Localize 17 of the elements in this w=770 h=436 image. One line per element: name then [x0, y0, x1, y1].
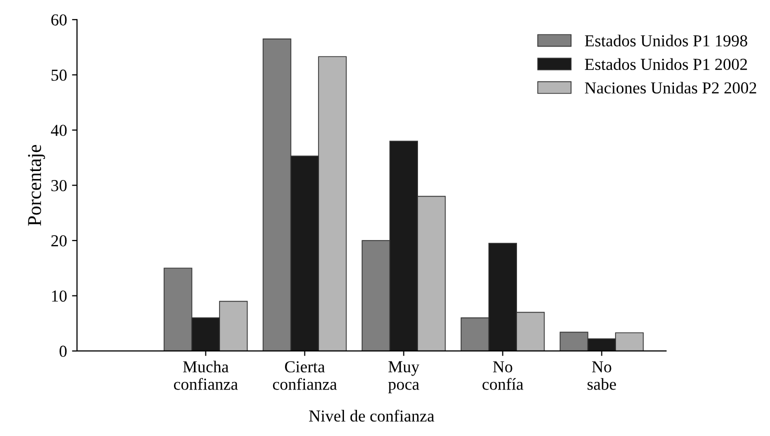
y-tick-label: 0 — [60, 346, 67, 357]
y-tick-label: 40 — [50, 124, 67, 136]
x-tick-label: No sabe — [588, 361, 616, 390]
y-tick-label: 20 — [51, 235, 67, 246]
legend-label: Naciones Unidas P2 2002 — [584, 82, 756, 94]
x-tick-label: Cierta confianza — [272, 361, 337, 390]
y-tick-label: 50 — [52, 70, 67, 81]
y-tick-label: 10 — [52, 290, 67, 302]
x-axis-title: Nivel de confianza — [309, 410, 434, 422]
y-axis-title: Porcentaje — [28, 144, 46, 226]
y-tick-label: 30 — [51, 180, 67, 192]
y-tick-label: 60 — [51, 14, 67, 26]
x-tick-label: No confía — [482, 361, 524, 390]
x-tick-label: Muy poca — [388, 361, 420, 394]
legend-label: Estados Unidos P1 1998 — [584, 34, 748, 46]
x-tick-label: Mucha confianza — [174, 360, 238, 390]
legend-label: Estados Unidos P1 2002 — [584, 58, 747, 70]
